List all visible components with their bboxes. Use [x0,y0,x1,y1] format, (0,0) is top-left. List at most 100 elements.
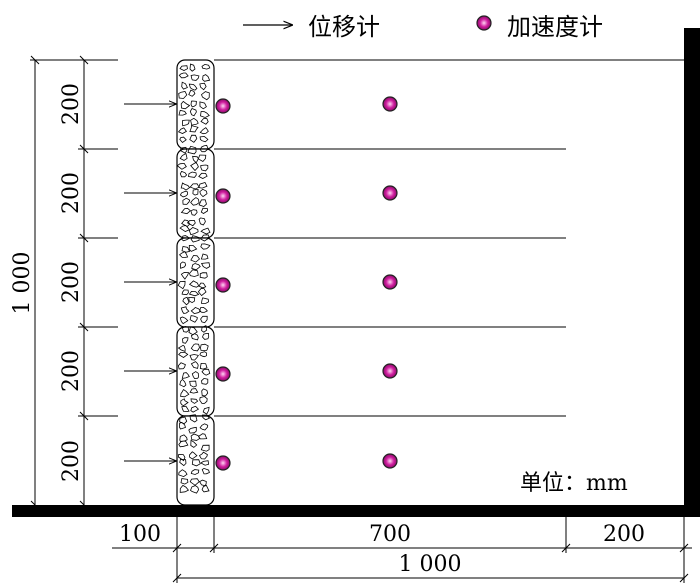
gabion-stone [182,337,189,344]
gabion-stone [179,225,191,232]
gabion-stone [199,396,208,404]
gabion-stone [199,423,209,431]
gabion-stone [190,485,200,494]
base-slab [12,505,700,517]
gabion-stone [177,344,186,352]
gabion-stone [199,101,207,110]
gabion-stones [176,63,211,494]
tick [30,55,40,65]
gabion-stone [188,89,196,97]
gabion-stone [181,405,190,413]
accelerometer-marker [215,188,231,204]
gabion-stone [182,325,190,333]
tick [79,55,89,65]
gabion-stone [178,422,187,430]
gabion-stone [180,398,189,407]
gabion-stone [190,361,199,369]
gabion-stone [179,378,187,388]
gabion-stone [189,380,197,388]
gabion-stone [190,117,199,126]
gabion-stone [181,246,191,253]
accelerometer-marker [382,363,398,379]
gabion-stone [187,145,197,155]
gabion-stone [186,219,196,227]
layer-height-label: 200 [59,261,84,303]
reinforcement-layers [214,59,684,417]
gabion-stone [190,469,200,475]
gabion-stone [189,183,200,190]
tick [79,233,89,243]
gabion-stone [198,451,208,460]
gabion-stone [201,414,210,421]
gabion-stone [181,289,189,296]
gabion-stone [180,207,192,215]
gabion-stone [189,134,198,143]
gabion-stone [180,272,190,280]
layer-height-label: 200 [59,83,84,125]
right-rigid-wall [684,28,700,517]
gabion-stone [198,282,207,289]
gabion-stone [201,63,211,70]
gabion-stone [180,100,191,110]
gabion-stone [179,65,188,71]
gabion-stone [180,146,188,154]
gabion-stone [180,306,190,314]
gabion-stone [200,227,211,235]
gabion-stone [180,389,190,398]
gabion-stone [202,406,210,415]
gabion-stone [180,478,189,485]
gabion-stone [201,91,210,101]
gabion-stone [189,315,198,323]
legend-accelerometer-icon [476,15,492,31]
legend-accelerometer-label: 加速度计 [507,13,603,41]
gabion-stone [190,307,202,315]
gabion-stone [181,119,190,127]
gabion-stone [178,469,188,478]
gabion-stone [178,440,189,448]
gabion-stone [179,316,189,325]
gabion-stone [178,352,189,358]
gabion-stone [199,306,208,313]
accelerometer-marker [215,277,231,293]
gabion-stone [179,152,188,161]
layer-height-label: 200 [59,172,84,214]
gabion-stone [199,144,209,153]
gabion-stone [200,243,211,250]
gabion-stone [177,362,186,370]
gabion-stone [178,91,188,99]
gabion-stone [189,125,199,133]
wall-width-label: 100 [119,522,161,547]
gabion-stone [200,460,210,466]
gabion-stone [188,244,198,252]
gabion-stone [198,172,208,179]
accelerometer-marker [382,453,398,469]
accelerometer-marker [215,455,231,471]
legend-displacement-label: 位移计 [308,13,380,41]
gabion-stone [200,234,210,242]
gabion-stone [190,255,201,263]
gabion-stone [201,377,209,385]
accelerometer-marker [382,185,398,201]
gabion-stone [189,354,199,361]
gabion-stone [179,136,187,144]
gabion-stone [179,170,188,178]
gabion-stone [179,190,188,198]
total-width-label: 1 000 [399,552,462,577]
tick [561,543,571,553]
gabion-stone [199,351,207,358]
gabion-stone [178,109,187,116]
accelerometer-marker [215,98,231,114]
layer-height-label: 200 [59,350,84,392]
gabion-stone [200,118,209,125]
gabion-stone [197,154,207,163]
gabion-stone [182,197,191,205]
gabion-stone [190,398,199,404]
gabion-stone [180,182,191,191]
tick [679,573,689,583]
gabion-stone [178,251,189,258]
gabion-stone [177,454,186,462]
tick [79,411,89,421]
tick [172,573,182,583]
